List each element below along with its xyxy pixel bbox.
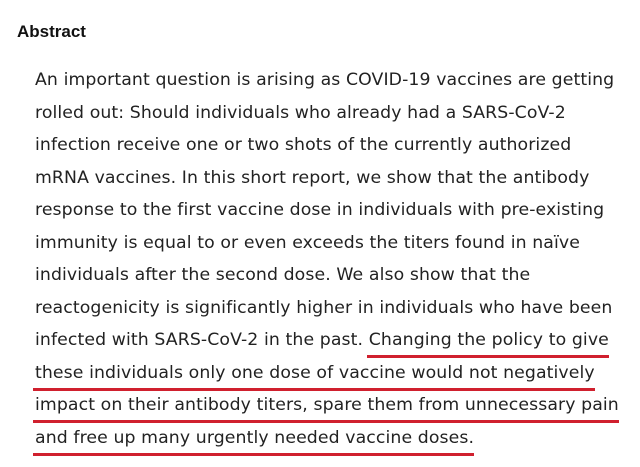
underlined-text: Changing the policy to give bbox=[366, 330, 609, 358]
underlined-text: these individuals only one dose of vacci… bbox=[33, 362, 595, 391]
abstract-heading: Abstract bbox=[17, 22, 86, 41]
abstract-line: response to the first vaccine dose in in… bbox=[35, 200, 605, 220]
abstract-body: An important question is arising as COVI… bbox=[33, 64, 619, 456]
abstract-line: infection receive one or two shots of th… bbox=[35, 135, 572, 155]
underlined-text: and free up many urgently needed vaccine… bbox=[33, 427, 475, 456]
abstract-line: and free up many urgently needed vaccine… bbox=[33, 422, 619, 456]
underlined-text: impact on their antibody titers, spare t… bbox=[33, 395, 619, 423]
abstract-line: infected with SARS-CoV-2 in the past. Ch… bbox=[35, 324, 619, 358]
abstract-line: these individuals only one dose of vacci… bbox=[33, 357, 619, 391]
abstract-line: rolled out: Should individuals who alrea… bbox=[35, 102, 566, 123]
abstract-text: infected with SARS-CoV-2 in the past. bbox=[35, 330, 369, 350]
abstract-line: An important question is arising as COVI… bbox=[35, 70, 615, 90]
abstract-line: individuals after the second dose. We al… bbox=[35, 265, 531, 285]
abstract-line: immunity is equal to or even exceeds the… bbox=[35, 232, 580, 253]
abstract-line: mRNA vaccines. In this short report, we … bbox=[35, 167, 590, 188]
abstract-line: impact on their antibody titers, spare t… bbox=[33, 389, 619, 423]
abstract-line: reactogenicity is significantly higher i… bbox=[35, 297, 613, 318]
